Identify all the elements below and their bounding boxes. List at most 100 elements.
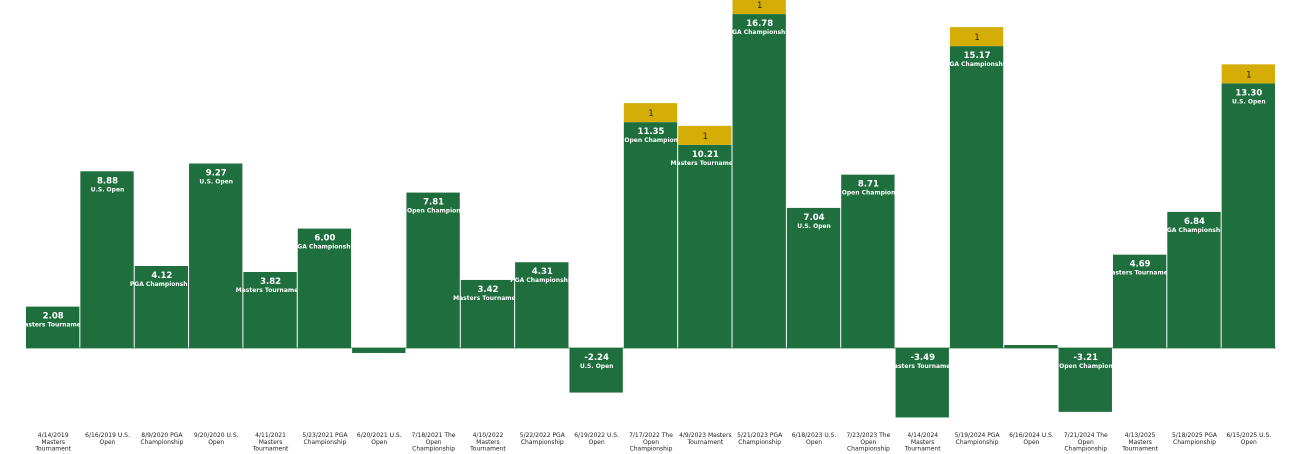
- score-bar[interactable]: [732, 14, 786, 348]
- x-tick-label: 7/21/2024 The: [1064, 432, 1108, 439]
- tournament-label: The Open Championship: [610, 137, 693, 144]
- score-bar[interactable]: [352, 348, 406, 353]
- x-tick-label: Tournament: [252, 446, 289, 453]
- x-tick-label: Tournament: [904, 446, 941, 453]
- x-tick-label: Open: [589, 439, 605, 446]
- tournament-label: U.S. Open: [1232, 98, 1266, 105]
- score-label: 4.31: [532, 267, 553, 277]
- score-bar[interactable]: [297, 228, 352, 348]
- tournament-label: PGA Championship: [1162, 227, 1227, 234]
- x-tick-label: Tournament: [1121, 446, 1158, 453]
- x-tick-label: Open: [1241, 439, 1257, 446]
- tournament-label: Masters Tournament: [671, 160, 741, 167]
- win-bar[interactable]: [623, 103, 678, 123]
- score-label: 2.08: [43, 312, 64, 322]
- x-tick-label: Championship: [1064, 446, 1107, 453]
- x-tick-label: 6/16/2024 U.S.: [1009, 432, 1054, 439]
- tournament-label: U.S. Open: [797, 223, 831, 230]
- score-bar[interactable]: [134, 266, 189, 348]
- score-bar[interactable]: [569, 348, 623, 393]
- x-tick-label: 9/20/2020 U.S.: [194, 432, 239, 439]
- score-label: 8.71: [858, 180, 879, 190]
- win-bar[interactable]: [678, 125, 732, 145]
- x-tick-label: 6/16/2019 U.S.: [85, 432, 130, 439]
- win-label: 1: [974, 33, 979, 43]
- score-label: 10.21: [692, 150, 719, 160]
- x-tick-label: 5/22/2022 PGA: [520, 432, 566, 439]
- score-bar[interactable]: [1004, 345, 1058, 348]
- tournament-label: PGA Championship: [510, 277, 575, 284]
- score-bar[interactable]: [460, 279, 515, 348]
- score-label: 3.82: [260, 277, 281, 287]
- score-label: 11.35: [638, 127, 665, 137]
- score-bar[interactable]: [1167, 211, 1221, 348]
- x-tick-label: Championship: [140, 439, 183, 446]
- score-bar[interactable]: [189, 163, 243, 348]
- x-tick-label: 5/19/2024 PGA: [955, 432, 1001, 439]
- score-bar[interactable]: [623, 122, 678, 348]
- x-tick-label: 4/14/2024: [907, 432, 938, 439]
- x-tick-label: Championship: [412, 446, 455, 453]
- x-tick-label: Open: [426, 439, 442, 446]
- tournament-label: PGA Championship: [130, 281, 195, 288]
- x-tick-label: 6/20/2021 U.S.: [357, 432, 402, 439]
- win-label: 1: [703, 132, 708, 142]
- win-bar[interactable]: [732, 0, 786, 15]
- tournament-label: The Open Championship: [392, 208, 475, 215]
- x-tick-label: Masters: [41, 439, 65, 446]
- score-bar[interactable]: [243, 271, 297, 348]
- score-bar[interactable]: [80, 171, 134, 348]
- score-bar[interactable]: [26, 306, 80, 348]
- score-bar[interactable]: [1112, 254, 1167, 348]
- x-tick-label: 6/19/2022 U.S.: [574, 432, 619, 439]
- score-label: 4.12: [151, 271, 172, 281]
- score-bar[interactable]: [1058, 348, 1112, 412]
- score-bar[interactable]: [1221, 83, 1275, 348]
- score-label: 13.30: [1235, 88, 1262, 98]
- x-tick-label: Masters: [1128, 439, 1152, 446]
- x-tick-label: 6/18/2023 U.S.: [792, 432, 837, 439]
- score-bar[interactable]: [786, 207, 841, 348]
- score-bar[interactable]: [841, 174, 895, 348]
- x-tick-label: Open: [806, 439, 822, 446]
- x-tick-label: Tournament: [34, 446, 71, 453]
- score-label: -3.49: [910, 353, 935, 363]
- x-tick-label: Open: [100, 439, 116, 446]
- x-tick-label: Championship: [847, 446, 890, 453]
- tournament-label: Masters Tournament: [18, 322, 88, 329]
- score-label: 8.88: [97, 176, 118, 186]
- x-tick-label: Championship: [630, 446, 673, 453]
- x-tick-label: Open: [643, 439, 659, 446]
- tournament-label: U.S. Open: [91, 186, 125, 193]
- tournament-label: Masters Tournament: [1105, 270, 1175, 277]
- score-bar[interactable]: [678, 144, 732, 348]
- x-tick-label: Championship: [303, 439, 346, 446]
- score-bar[interactable]: [895, 348, 949, 418]
- x-tick-label: 8/9/2020 PGA: [141, 432, 183, 439]
- score-label: 4.69: [1130, 260, 1151, 270]
- x-tick-label: Open: [1078, 439, 1094, 446]
- win-bar[interactable]: [949, 27, 1004, 47]
- win-bar[interactable]: [1221, 64, 1275, 84]
- score-bar[interactable]: [406, 192, 460, 348]
- tournament-label: PGA Championship: [728, 29, 793, 36]
- score-label: 9.27: [206, 169, 227, 179]
- score-label: 3.42: [477, 285, 498, 295]
- x-tick-label: 7/23/2023 The: [846, 432, 890, 439]
- score-bar[interactable]: [515, 262, 569, 348]
- x-tick-label: Masters: [259, 439, 283, 446]
- x-tick-label: Masters: [911, 439, 935, 446]
- x-tick-label: 7/18/2021 The: [412, 432, 456, 439]
- score-label: 7.04: [804, 213, 825, 223]
- x-tick-label: 5/18/2025 PGA: [1172, 432, 1218, 439]
- tournament-label: Masters Tournament: [453, 295, 523, 302]
- score-bar[interactable]: [949, 46, 1004, 348]
- x-tick-label: 4/10/2022: [473, 432, 504, 439]
- win-label: 1: [757, 1, 762, 11]
- x-tick-label: Masters: [476, 439, 500, 446]
- tournament-label: PGA Championship: [945, 61, 1010, 68]
- x-tick-label: 4/9/2023 Masters: [679, 432, 731, 439]
- x-tick-label: 5/21/2023 PGA: [737, 432, 783, 439]
- x-tick-label: Open: [1023, 439, 1039, 446]
